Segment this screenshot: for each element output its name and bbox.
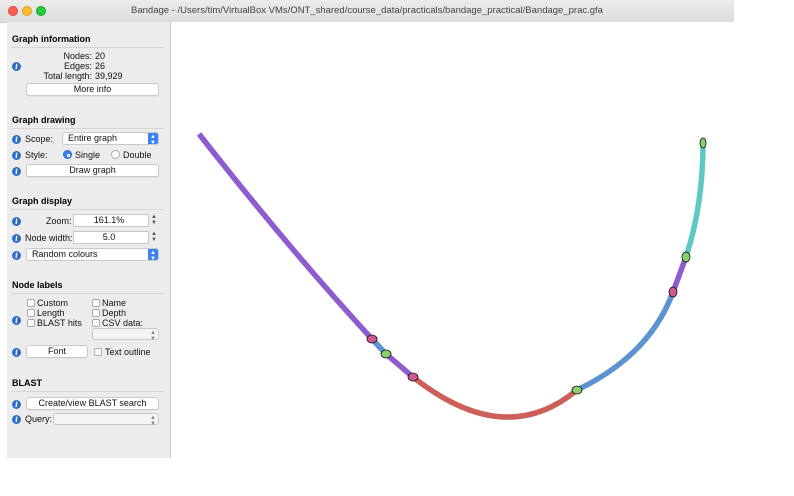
graph-node-segment[interactable] xyxy=(384,351,415,380)
divider xyxy=(11,128,164,129)
graph-display-heading: Graph display xyxy=(12,196,73,206)
graph-node-segment[interactable] xyxy=(411,374,579,420)
length-checkbox[interactable] xyxy=(27,309,35,317)
csv-column-select[interactable]: ▲ ▼ xyxy=(92,328,159,342)
graph-node-junction[interactable] xyxy=(366,334,378,344)
node-width-spinbox[interactable]: 5.0 xyxy=(73,231,149,244)
graph-node-segment[interactable] xyxy=(683,142,706,258)
csv-data-label: CSV data: xyxy=(102,318,144,328)
more-info-button[interactable]: More info xyxy=(26,83,159,96)
graph-information-heading: Graph information xyxy=(12,34,91,44)
close-window-button[interactable] xyxy=(8,6,18,16)
graph-node-junction[interactable] xyxy=(571,385,583,395)
graph-node-junction[interactable] xyxy=(380,349,392,359)
total-length-value: 39,929 xyxy=(95,71,123,81)
graph-drawing-heading: Graph drawing xyxy=(12,115,76,125)
custom-label: Custom xyxy=(37,298,69,308)
graph-node-segment[interactable] xyxy=(575,291,676,393)
graph-canvas[interactable] xyxy=(171,22,734,458)
maximize-window-button[interactable] xyxy=(36,6,46,16)
colour-scheme-value: Random colours xyxy=(32,249,98,259)
blast-hits-checkbox[interactable] xyxy=(27,319,35,327)
blast-search-button[interactable]: Create/view BLAST search xyxy=(26,397,159,410)
nodes-value: 20 xyxy=(95,51,106,61)
edges-label: Edges: xyxy=(63,61,92,71)
chevron-up-down-icon: ▲ ▼ xyxy=(150,415,156,427)
graph-node-junction[interactable] xyxy=(407,372,419,382)
blast-heading: BLAST xyxy=(12,378,42,388)
node-width-label: Node width: xyxy=(25,233,73,243)
info-icon[interactable]: i xyxy=(12,234,21,243)
zoom-label: Zoom: xyxy=(46,216,72,226)
node-width-stepper-icon[interactable]: ▲ ▼ xyxy=(151,231,157,243)
zoom-spinbox[interactable]: 161.1% xyxy=(73,214,149,227)
control-panel: Graph information i Nodes: 20 Edges: 26 … xyxy=(7,22,171,458)
style-double-radio[interactable] xyxy=(111,150,120,159)
query-label: Query: xyxy=(25,414,53,424)
total-length-label: Total length: xyxy=(43,71,92,81)
info-icon[interactable]: i xyxy=(12,62,21,71)
query-select[interactable]: ▲ ▼ xyxy=(53,413,159,427)
info-icon[interactable]: i xyxy=(12,316,21,325)
bandage-window: Bandage - /Users/tim/VirtualBox VMs/ONT_… xyxy=(0,0,734,458)
style-label: Style: xyxy=(25,150,48,160)
window-title: Bandage - /Users/tim/VirtualBox VMs/ONT_… xyxy=(131,5,603,16)
scope-select[interactable]: Entire graph ▲ ▼ xyxy=(62,132,159,146)
assembly-graph[interactable] xyxy=(171,22,734,458)
text-outline-label: Text outline xyxy=(105,347,151,357)
chevron-up-down-icon: ▲ ▼ xyxy=(150,330,156,342)
edges-value: 26 xyxy=(95,61,106,71)
info-icon[interactable]: i xyxy=(12,167,21,176)
info-icon[interactable]: i xyxy=(12,348,21,357)
custom-checkbox[interactable] xyxy=(27,299,35,307)
title-bar: Bandage - /Users/tim/VirtualBox VMs/ONT_… xyxy=(0,0,734,23)
info-icon[interactable]: i xyxy=(12,135,21,144)
divider xyxy=(11,293,164,294)
style-single-label[interactable]: Single xyxy=(75,150,101,160)
graph-node-junction[interactable] xyxy=(681,251,691,263)
depth-checkbox[interactable] xyxy=(92,309,100,317)
colour-scheme-select[interactable]: Random colours ▲ ▼ xyxy=(26,248,159,262)
divider xyxy=(11,391,164,392)
text-outline-checkbox[interactable] xyxy=(94,348,102,356)
divider xyxy=(11,209,164,210)
depth-label: Depth xyxy=(102,308,127,318)
name-label: Name xyxy=(102,298,127,308)
graph-node-junction[interactable] xyxy=(699,137,707,149)
graph-node-segment[interactable] xyxy=(196,132,375,341)
length-label: Length xyxy=(37,308,65,318)
info-icon[interactable]: i xyxy=(12,415,21,424)
style-single-radio[interactable] xyxy=(63,150,72,159)
graph-node-segment[interactable] xyxy=(670,256,689,293)
csv-data-checkbox[interactable] xyxy=(92,319,100,327)
name-checkbox[interactable] xyxy=(92,299,100,307)
info-icon[interactable]: i xyxy=(12,151,21,160)
info-icon[interactable]: i xyxy=(12,400,21,409)
style-double-label[interactable]: Double xyxy=(123,150,152,160)
chevron-up-down-icon: ▲ ▼ xyxy=(148,249,158,262)
node-labels-heading: Node labels xyxy=(12,280,63,290)
scope-label: Scope: xyxy=(25,134,54,144)
draw-graph-button[interactable]: Draw graph xyxy=(26,164,159,177)
graph-node-junction[interactable] xyxy=(668,286,678,298)
info-icon[interactable]: i xyxy=(12,217,21,226)
divider xyxy=(11,47,164,48)
blast-hits-label: BLAST hits xyxy=(37,318,82,328)
font-button[interactable]: Font xyxy=(26,345,88,358)
info-icon[interactable]: i xyxy=(12,251,21,260)
nodes-label: Nodes: xyxy=(63,51,92,61)
scope-value: Entire graph xyxy=(68,133,118,143)
chevron-up-down-icon: ▲ ▼ xyxy=(148,133,158,146)
minimize-window-button[interactable] xyxy=(22,6,32,16)
zoom-stepper-icon[interactable]: ▲ ▼ xyxy=(151,214,157,226)
